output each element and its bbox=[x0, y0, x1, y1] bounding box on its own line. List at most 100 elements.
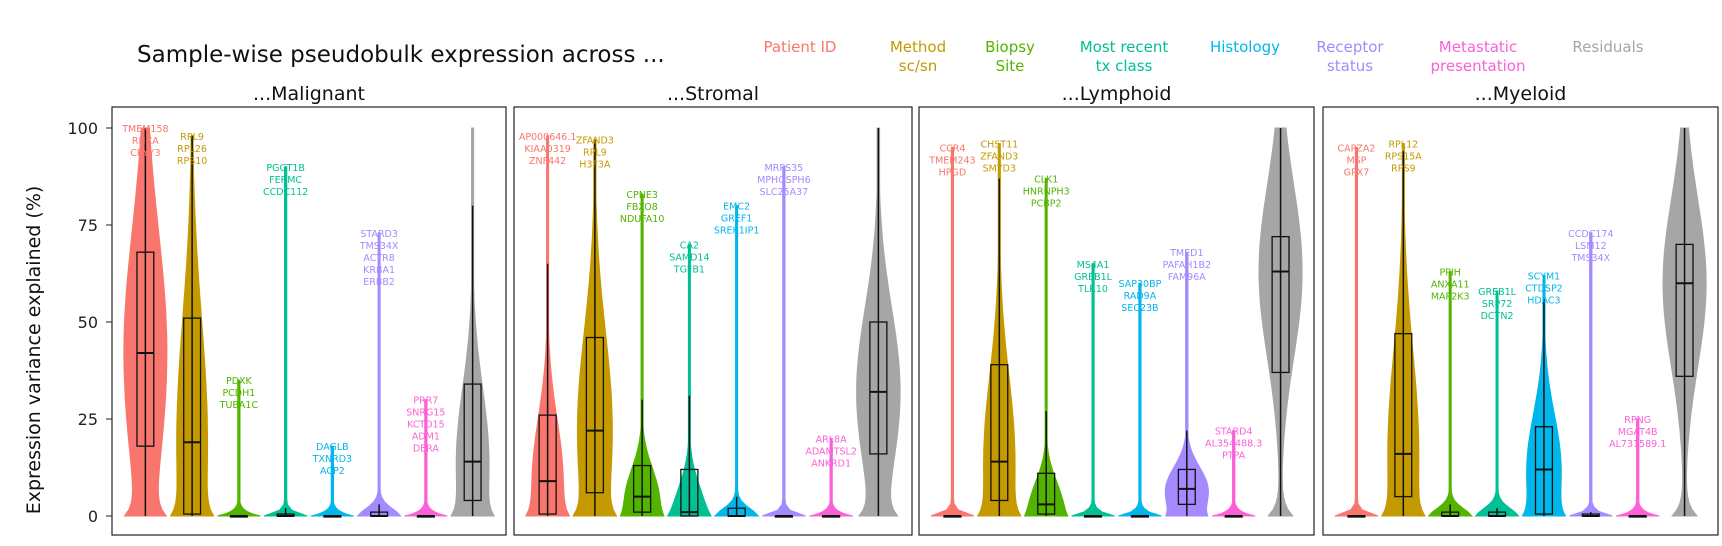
legend-label: Most recent bbox=[1080, 38, 1169, 56]
legend-item: Biopsy Site bbox=[985, 38, 1035, 75]
y-axis: 0 25 50 75 100 bbox=[67, 119, 112, 526]
legend-label: Metastatic bbox=[1439, 38, 1517, 56]
gene-label: ARL8A bbox=[816, 434, 847, 445]
gene-label: KRBA1 bbox=[363, 265, 395, 276]
gene-label: RPL26 bbox=[177, 144, 207, 155]
gene-label: AL731589.1 bbox=[1609, 439, 1666, 450]
gene-label: RPS10 bbox=[177, 156, 207, 167]
gene-label: AL354488.3 bbox=[1205, 439, 1262, 450]
legend-label: Biopsy bbox=[985, 38, 1035, 56]
legend-label: sc/sn bbox=[899, 57, 937, 75]
legend-label: Receptor bbox=[1316, 38, 1384, 56]
gene-label: TGFB1 bbox=[673, 264, 705, 275]
legend-label: presentation bbox=[1431, 57, 1526, 75]
gene-label: ZFAND3 bbox=[576, 136, 614, 147]
gene-label: TLR10 bbox=[1077, 284, 1108, 295]
y-tick-label: 100 bbox=[67, 119, 98, 138]
y-tick-label: 50 bbox=[78, 313, 98, 332]
panel-frame bbox=[918, 106, 1315, 536]
gene-label: ADM1 bbox=[412, 432, 440, 443]
gene-label: RPS15A bbox=[1385, 152, 1422, 163]
legend-label: Residuals bbox=[1572, 38, 1643, 56]
gene-label: TMS34X bbox=[1570, 253, 1610, 264]
gene-label: HDAC3 bbox=[1527, 295, 1560, 306]
gene-label: KCTD15 bbox=[407, 420, 445, 431]
gene-label: GREF1 bbox=[721, 214, 752, 225]
legend-label: Method bbox=[890, 38, 946, 56]
panel-frame bbox=[1322, 106, 1719, 536]
gene-label: TMS34X bbox=[359, 241, 399, 252]
legend-item: Method sc/sn bbox=[890, 38, 946, 75]
box bbox=[990, 364, 1009, 502]
legend-item: Residuals bbox=[1572, 38, 1643, 56]
gene-label: NDUFA10 bbox=[620, 214, 665, 225]
gene-label: GPX7 bbox=[1344, 167, 1370, 178]
y-axis-label: Expression variance explained (%) bbox=[23, 186, 45, 515]
legend-label: Patient ID bbox=[764, 38, 837, 56]
panel-frame bbox=[513, 106, 913, 536]
gene-label: PGGT1B bbox=[266, 163, 304, 174]
box bbox=[869, 321, 888, 455]
y-tick-label: 75 bbox=[78, 216, 98, 235]
gene-label: CCR4 bbox=[939, 143, 965, 154]
gene-label: SMYD3 bbox=[983, 164, 1016, 175]
gene-label: EMC2 bbox=[723, 202, 750, 213]
box bbox=[1394, 332, 1413, 498]
panel-frame bbox=[111, 106, 507, 536]
gene-label: GREB1L bbox=[1074, 272, 1113, 283]
gene-label: TMED1 bbox=[1169, 248, 1203, 259]
gene-label: AP000646.1 bbox=[519, 132, 577, 143]
gene-label: LSM12 bbox=[1575, 241, 1607, 252]
gene-label: STARD4 bbox=[1215, 427, 1253, 438]
gene-label: ACTR8 bbox=[363, 253, 394, 264]
gene-label: ACP2 bbox=[320, 466, 345, 477]
legend-item: Receptor status bbox=[1316, 38, 1384, 75]
legend-item: Histology bbox=[1210, 38, 1280, 56]
gene-label: RPS9 bbox=[1391, 164, 1415, 175]
gene-label: SEC23B bbox=[1121, 303, 1158, 314]
gene-label: CRYY3 bbox=[130, 148, 160, 159]
gene-label: FAM96A bbox=[1168, 272, 1206, 283]
gene-label: CA2 bbox=[680, 240, 699, 251]
panel-title: ...Malignant bbox=[253, 83, 365, 105]
gene-label: HPGD bbox=[939, 167, 967, 178]
box bbox=[680, 468, 699, 517]
gene-label: MS4A1 bbox=[1077, 260, 1110, 271]
gene-label: SAP30BP bbox=[1119, 279, 1162, 290]
gene-label: H3F3A bbox=[579, 160, 611, 171]
box bbox=[136, 251, 155, 447]
gene-label: ANXA11 bbox=[1431, 280, 1470, 291]
box bbox=[463, 383, 482, 502]
legend-item: Patient ID bbox=[764, 38, 837, 56]
gene-label: TMEM243 bbox=[928, 155, 975, 166]
gene-label: CTDSP2 bbox=[1525, 283, 1563, 294]
gene-label: SNRG15 bbox=[406, 408, 445, 419]
gene-label: RPNG bbox=[1624, 415, 1651, 426]
gene-label: TMEM158 bbox=[121, 124, 168, 135]
gene-label: DCTN2 bbox=[1481, 311, 1514, 322]
box bbox=[632, 464, 652, 513]
gene-label: STARD3 bbox=[360, 229, 398, 240]
legend-label: tx class bbox=[1096, 57, 1153, 75]
legend-label: Histology bbox=[1210, 38, 1280, 56]
box bbox=[1271, 235, 1290, 374]
gene-label: PRR7 bbox=[413, 396, 438, 407]
gene-label: ANKRD1 bbox=[811, 458, 851, 469]
gene-label: DAGLB bbox=[316, 442, 349, 453]
gene-label: FBXO8 bbox=[626, 202, 657, 213]
legend-item: Metastatic presentation bbox=[1431, 38, 1526, 75]
gene-label: ZFAND3 bbox=[980, 152, 1018, 163]
gene-label: TXNRD3 bbox=[312, 454, 352, 465]
gene-label: RAD9A bbox=[1124, 291, 1157, 302]
box bbox=[183, 317, 202, 515]
gene-label: RPL9 bbox=[180, 132, 204, 143]
gene-label: MPHOSPH6 bbox=[757, 175, 811, 186]
box bbox=[1037, 472, 1056, 515]
gene-label: CPNE3 bbox=[626, 190, 658, 201]
legend-label: status bbox=[1327, 57, 1373, 75]
gene-label: MGAT4B bbox=[1618, 427, 1658, 438]
